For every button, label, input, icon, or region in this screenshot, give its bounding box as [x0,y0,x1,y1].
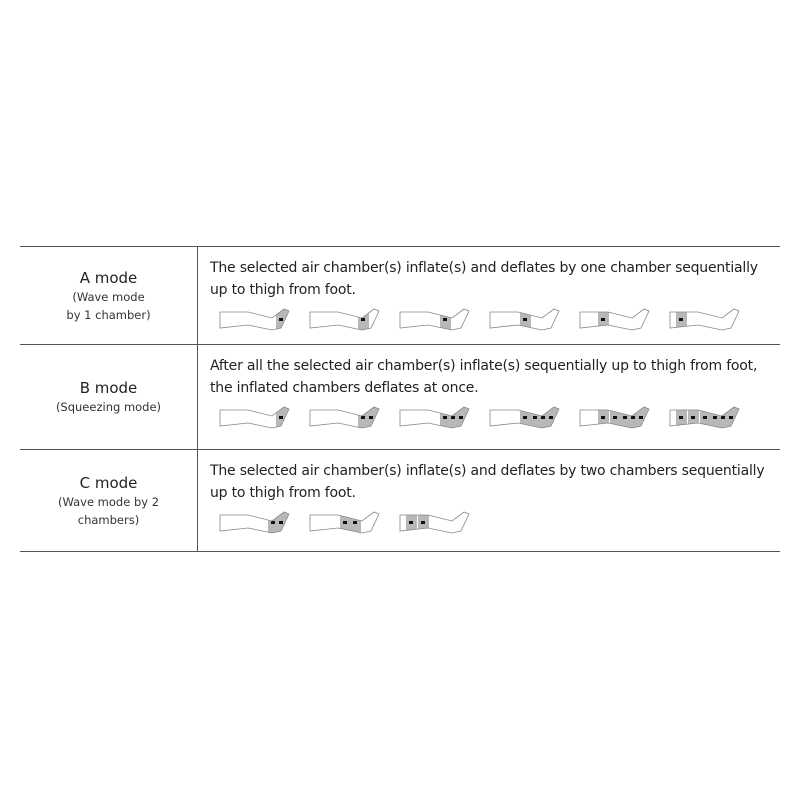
chamber-marker [369,416,373,419]
chamber-marker [279,318,283,321]
leg-diagrams [210,405,780,431]
chamber-marker [549,416,553,419]
chamber-marker [601,318,605,321]
chamber-marker [729,416,733,419]
leg-outline [219,308,290,331]
chamber-marker [639,416,643,419]
description-line: up to thigh from foot. [210,485,356,501]
chamber-marker [421,521,425,524]
leg-diagrams [210,307,780,333]
description-line: The selected air chamber(s) inflate(s) a… [210,463,765,479]
chamber-marker [279,521,283,524]
leg-diagram-icon [578,405,652,431]
chamber-marker [361,318,365,321]
description-cell: After all the selected air chamber(s) in… [198,345,780,449]
leg-diagram-icon [218,405,292,431]
chamber-marker [523,416,527,419]
chamber-marker [623,416,627,419]
mode-subtitle: by 1 chamber) [66,307,151,322]
mode-subtitle: chambers) [77,512,140,527]
leg-diagram-icon [398,307,472,333]
leg-outline [489,406,560,429]
mode-cell: B mode (Squeezing mode) [20,345,198,449]
leg-outline [579,406,650,429]
chamber-marker [361,416,365,419]
leg-outline [399,406,470,429]
chamber-marker [443,318,447,321]
mode-name: B mode [79,379,138,397]
chamber-marker [271,521,275,524]
mode-cell: A mode (Wave mode by 1 chamber) [20,247,198,344]
chamber-marker [523,318,527,321]
chamber-marker [691,416,695,419]
chamber-marker [703,416,707,419]
leg-diagram-icon [668,307,742,333]
chamber-marker [601,416,605,419]
chamber-marker [533,416,537,419]
leg-diagram-icon [218,510,292,536]
description-cell: The selected air chamber(s) inflate(s) a… [198,247,780,344]
chamber-marker [679,416,683,419]
chamber-marker [721,416,725,419]
leg-outline [579,308,650,331]
leg-outline [219,406,290,429]
chamber-marker [409,521,413,524]
chamber-marker [679,318,683,321]
chamber-marker [613,416,617,419]
leg-diagram-icon [308,307,382,333]
chamber-marker [631,416,635,419]
leg-diagrams [210,510,780,536]
leg-diagram-icon [488,307,562,333]
chamber-marker [459,416,463,419]
leg-outline [669,308,740,331]
leg-outline [669,406,740,429]
chamber-marker [541,416,545,419]
description-line: the inflated chambers deflates at once. [210,380,479,396]
table-row-a-mode: A mode (Wave mode by 1 chamber) The sele… [20,247,780,344]
table-row-c-mode: C mode (Wave mode by 2 chambers) The sel… [20,449,780,551]
modes-table: A mode (Wave mode by 1 chamber) The sele… [20,246,780,552]
description-line: After all the selected air chamber(s) in… [210,358,758,374]
leg-outline [309,308,380,331]
leg-outline [489,308,560,331]
mode-name: C mode [79,473,138,492]
table-row-b-mode: B mode (Squeezing mode) After all the se… [20,344,780,449]
leg-diagram-icon [308,405,382,431]
leg-diagram-icon [488,405,562,431]
leg-outline [399,308,470,331]
leg-outline [309,511,380,534]
mode-subtitle: (Wave mode by 2 [57,494,160,509]
description-line: up to thigh from foot. [210,282,356,298]
leg-diagram-icon [398,510,472,536]
chamber-marker [451,416,455,419]
chamber-marker [279,416,283,419]
chamber-marker [443,416,447,419]
description-line: The selected air chamber(s) inflate(s) a… [210,260,758,276]
leg-outline [309,406,380,429]
description-cell: The selected air chamber(s) inflate(s) a… [198,450,780,551]
mode-subtitle: (Wave mode [72,289,145,304]
mode-subtitle: (Squeezing mode) [55,400,162,414]
chamber-marker [353,521,357,524]
leg-outline [219,511,290,534]
mode-name: A mode [79,268,138,287]
chamber-marker [343,521,347,524]
leg-diagram-icon [578,307,652,333]
leg-diagram-icon [668,405,742,431]
mode-cell: C mode (Wave mode by 2 chambers) [20,450,198,551]
leg-diagram-icon [218,307,292,333]
leg-outline [399,511,470,534]
leg-diagram-icon [398,405,472,431]
leg-diagram-icon [308,510,382,536]
chamber-marker [713,416,717,419]
